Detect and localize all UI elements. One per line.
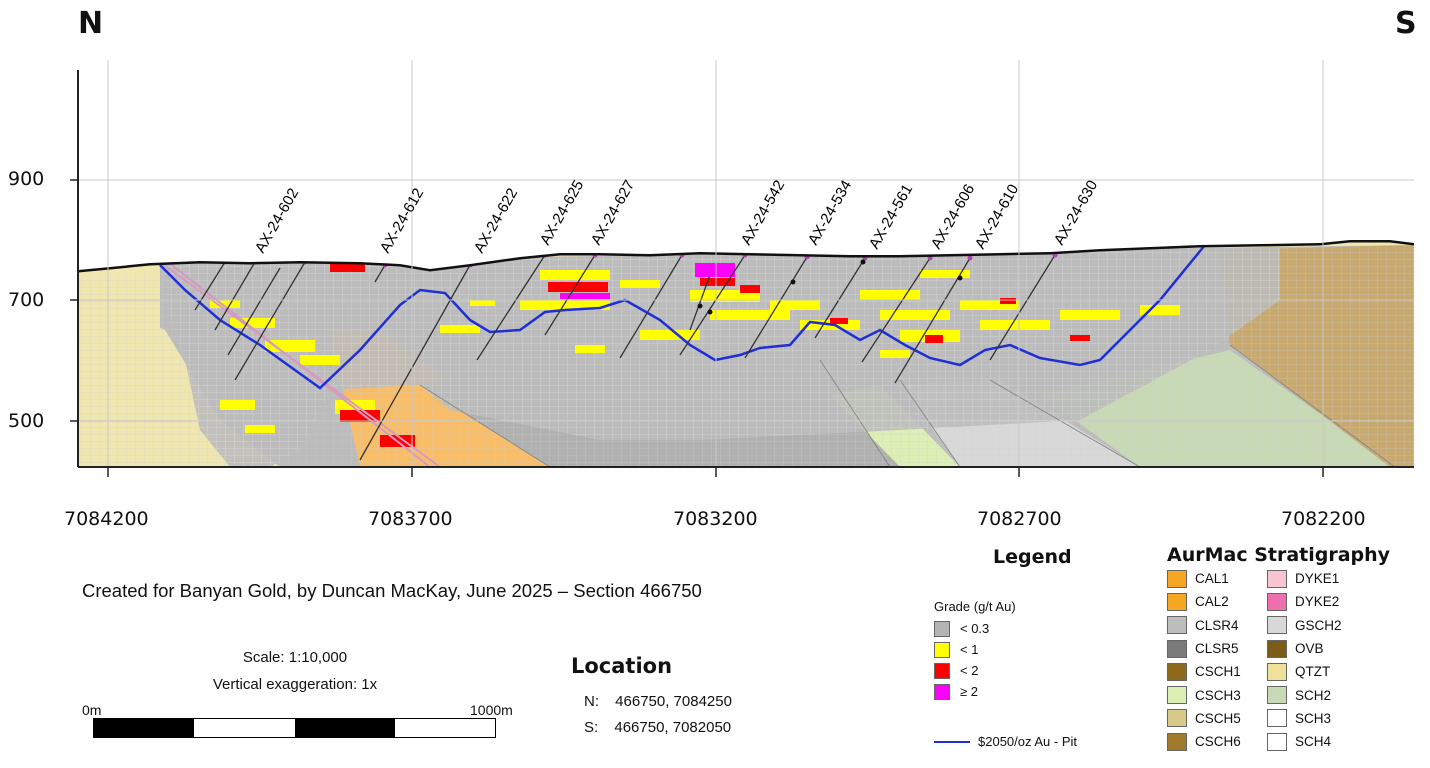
strat-item-gsch2: GSCH2 [1267,614,1367,637]
strat-item-csch3: CSCH3 [1167,683,1267,706]
strat-item-csch5: CSCH5 [1167,707,1267,730]
grade-label: < 0.3 [960,621,990,636]
strat-item-sch2: SCH2 [1267,683,1367,706]
strat-item-cal2: CAL2 [1167,590,1267,613]
strat-swatch [1167,592,1187,611]
grade-blocks [210,263,1180,447]
strat-label: QTZT [1295,664,1331,680]
strat-item-qtzt: QTZT [1267,660,1367,683]
strat-label: SCH2 [1295,687,1332,703]
grade-legend: < 0.3 < 1 < 2 ≥ 2 [934,618,989,702]
strat-swatch [1267,616,1287,635]
grade-item: < 2 [934,660,989,681]
south-label: S [1395,6,1417,41]
location-key: N: [584,693,599,710]
northing-tick-7083200: 7083200 [673,508,758,530]
grade-swatch [934,641,950,658]
strat-swatch [1267,662,1287,681]
grade-swatch [934,683,950,700]
grade-item: < 1 [934,639,989,660]
strat-label: DYKE1 [1295,571,1340,587]
strat-label: CLSR5 [1195,641,1239,657]
grade-title: Grade (g/t Au) [934,599,1016,614]
strat-swatch [1267,732,1287,751]
strat-item-clsr4: CLSR4 [1167,614,1267,637]
strat-item-csch1: CSCH1 [1167,660,1267,683]
strat-label: CSCH1 [1195,664,1241,680]
elevation-tick-700: 700 [8,289,45,311]
strat-swatch [1267,569,1287,588]
strat-label: SCH3 [1295,710,1332,726]
strat-item-sch3: SCH3 [1267,707,1367,730]
strat-label: CAL2 [1195,594,1229,610]
grade-label: ≥ 2 [960,684,978,699]
gridlines [78,60,1414,467]
northing-tick-7084200: 7084200 [64,508,149,530]
location-title: Location [571,654,673,678]
grade-swatch [934,662,950,679]
strat-label: CSCH3 [1195,687,1241,703]
dykes [159,261,441,467]
pit-legend-item: $2050/oz Au - Pit [934,734,1077,749]
strat-swatch [1167,639,1187,658]
scale-bar [93,718,496,738]
grade-label: < 1 [960,642,979,657]
strat-item-ovb: OVB [1267,637,1367,660]
northing-tick-7082700: 7082700 [977,508,1062,530]
credit-text: Created for Banyan Gold, by Duncan MacKa… [82,580,702,601]
cross-section-map: AX-24-602 AX-24-612 AX-24-622 AX-24-625 … [70,60,1414,477]
legend-title: Legend [993,546,1072,568]
strat-label: CSCH5 [1195,710,1241,726]
pit-outline [159,244,1206,390]
scale-text: Scale: 1:10,000 [242,649,348,666]
location-key: S: [584,719,599,736]
strat-label: GSCH2 [1295,617,1342,633]
strat-item-sch4: SCH4 [1267,730,1367,753]
strat-swatch [1167,686,1187,705]
strat-item-cal1: CAL1 [1167,567,1267,590]
stratigraphy-title: AurMac Stratigraphy [1167,544,1391,566]
pit-label: $2050/oz Au - Pit [978,734,1078,749]
scale-left-label: 0m [82,702,102,718]
vertical-exaggeration: Vertical exaggeration: 1x [212,676,378,693]
strat-label: SCH4 [1295,734,1332,750]
strat-label: DYKE2 [1295,594,1340,610]
strat-label: CSCH6 [1195,734,1241,750]
location-row-north: N: 466750, 7084250 [584,693,732,710]
grade-label: < 2 [960,663,979,678]
strat-item-dyke1: DYKE1 [1267,567,1367,590]
grade-swatch [934,620,950,637]
stratigraphy-legend: CAL1 DYKE1 CAL2 DYKE2 CLSR4 GSCH2 CLSR5 … [1167,567,1367,753]
strat-label: CAL1 [1195,571,1229,587]
strat-swatch [1167,709,1187,728]
strat-label: CLSR4 [1195,617,1239,633]
strat-swatch [1167,662,1187,681]
strat-swatch [1167,569,1187,588]
drillhole-traces [194,254,1056,461]
strat-swatch [1167,616,1187,635]
strat-swatch [1267,639,1287,658]
location-row-south: S: 466750, 7082050 [584,719,731,736]
northing-tick-7082200: 7082200 [1281,508,1366,530]
strat-swatch [1267,709,1287,728]
strat-swatch [1267,592,1287,611]
grade-item: < 0.3 [934,618,989,639]
scale-right-label: 1000m [470,702,513,718]
strat-item-dyke2: DYKE2 [1267,590,1367,613]
strat-swatch [1267,686,1287,705]
elevation-tick-900: 900 [8,168,45,190]
topography [78,239,1414,273]
northing-tick-7083700: 7083700 [368,508,453,530]
location-value: 466750, 7084250 [615,693,732,710]
strat-item-csch6: CSCH6 [1167,730,1267,753]
elevation-tick-500: 500 [8,410,45,432]
strat-swatch [1167,732,1187,751]
strat-label: OVB [1295,641,1324,657]
location-value: 466750, 7082050 [614,719,732,736]
strat-item-clsr5: CLSR5 [1167,637,1267,660]
north-label: N [78,6,104,41]
pit-line-swatch [934,740,970,743]
grade-item: ≥ 2 [934,681,989,702]
